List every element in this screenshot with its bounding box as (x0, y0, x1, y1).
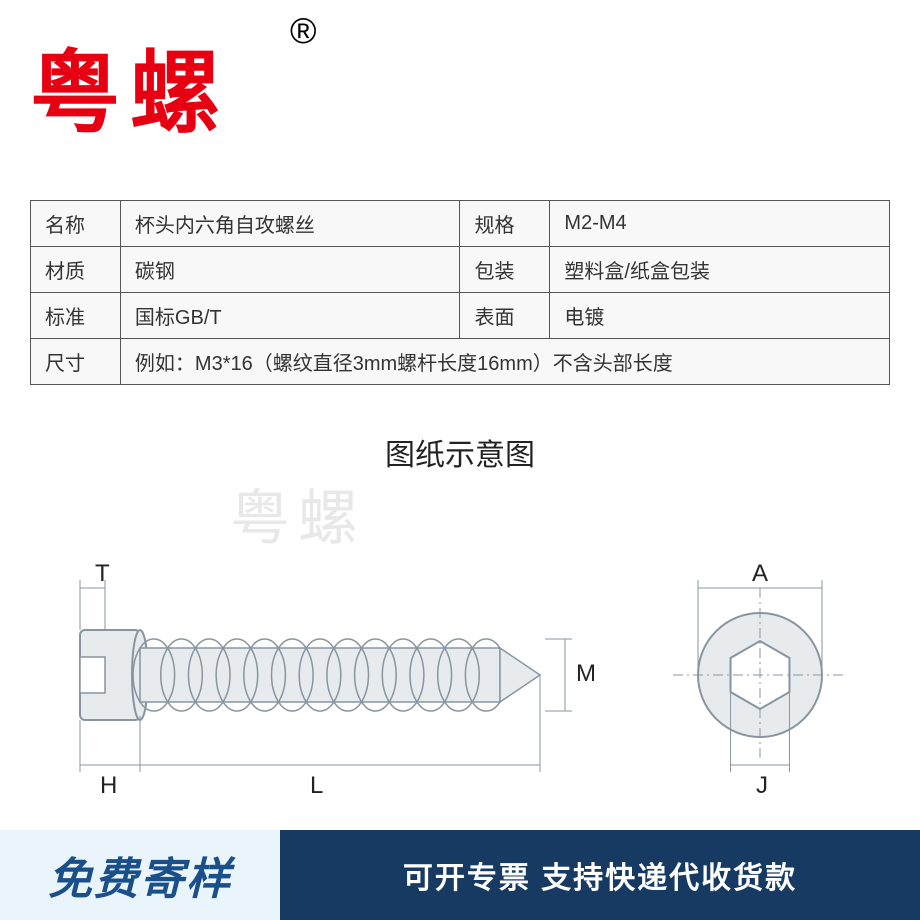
cell-label: 包装 (460, 247, 550, 293)
footer-banner: 免费寄样 可开专票 支持快递代收货款 (0, 830, 920, 920)
footer-left: 免费寄样 (0, 830, 280, 920)
brand-text: 粤螺 (30, 45, 230, 144)
registered-mark: ® (290, 10, 317, 52)
cell-label: 名称 (31, 201, 121, 247)
cell-value: 例如：M3*16（螺纹直径3mm螺杆长度16mm）不含头部长度 (120, 339, 889, 385)
cell-value: 国标GB/T (120, 293, 460, 339)
screw-diagram: T H L M A J (0, 540, 920, 820)
cell-label: 标准 (31, 293, 121, 339)
cell-value: M2-M4 (550, 201, 890, 247)
dim-label-h: H (100, 772, 117, 800)
table-row: 名称 杯头内六角自攻螺丝 规格 M2-M4 (31, 201, 890, 247)
spec-table: 名称 杯头内六角自攻螺丝 规格 M2-M4 材质 碳钢 包装 塑料盒/纸盒包装 … (30, 200, 890, 385)
dim-label-j: J (756, 772, 768, 800)
table-row: 标准 国标GB/T 表面 电镀 (31, 293, 890, 339)
cell-value: 塑料盒/纸盒包装 (550, 247, 890, 293)
dim-label-t: T (95, 560, 110, 588)
cell-label: 材质 (31, 247, 121, 293)
diagram-svg (0, 540, 920, 820)
dim-label-a: A (752, 560, 768, 588)
diagram-title: 图纸示意图 (0, 430, 920, 474)
footer-right: 可开专票 支持快递代收货款 (280, 830, 920, 920)
cell-value: 杯头内六角自攻螺丝 (120, 201, 460, 247)
dim-label-l: L (310, 772, 323, 800)
table-row: 材质 碳钢 包装 塑料盒/纸盒包装 (31, 247, 890, 293)
cell-label: 尺寸 (31, 339, 121, 385)
table-row: 尺寸 例如：M3*16（螺纹直径3mm螺杆长度16mm）不含头部长度 (31, 339, 890, 385)
cell-label: 规格 (460, 201, 550, 247)
cell-value: 碳钢 (120, 247, 460, 293)
brand-logo: 粤螺 (30, 20, 230, 150)
dim-label-m: M (576, 660, 596, 688)
cell-value: 电镀 (550, 293, 890, 339)
cell-label: 表面 (460, 293, 550, 339)
